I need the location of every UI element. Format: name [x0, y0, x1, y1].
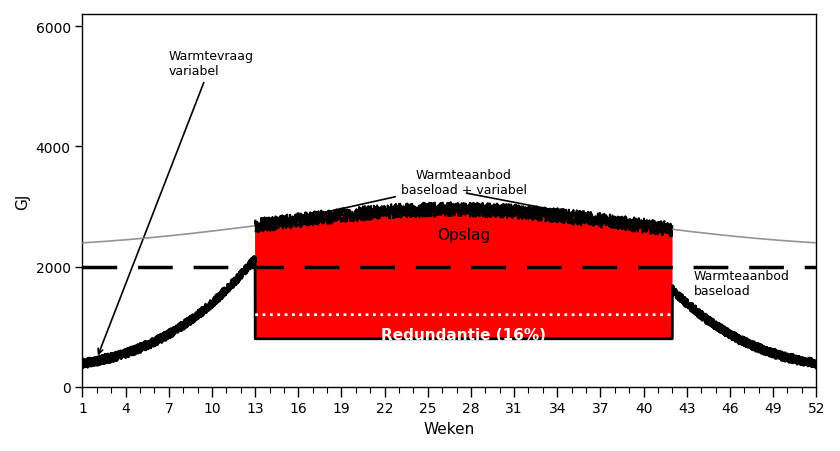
Text: Opslag: Opslag [437, 228, 491, 243]
X-axis label: Weken: Weken [423, 421, 475, 436]
Text: Warmteaanbod
baseload + variabel: Warmteaanbod baseload + variabel [281, 168, 527, 224]
Text: Warmtevraag
variabel: Warmtevraag variabel [98, 50, 254, 354]
Y-axis label: GJ: GJ [15, 193, 30, 209]
Text: Warmteaanbod
baseload: Warmteaanbod baseload [694, 270, 790, 298]
Text: Redundantie (16%): Redundantie (16%) [381, 327, 546, 342]
